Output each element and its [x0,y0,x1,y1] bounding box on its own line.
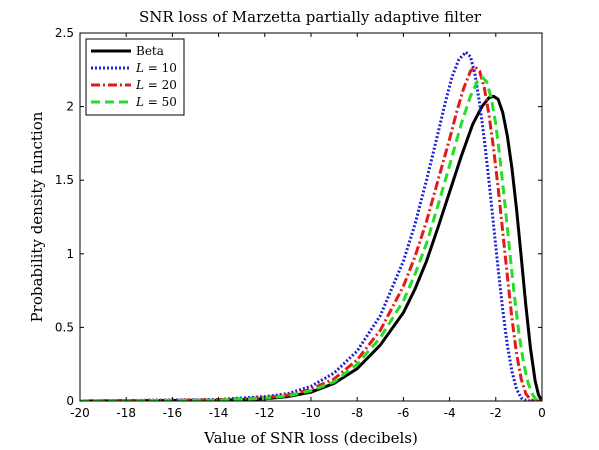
plot-area: -20 -18 -16 -14 -12 -10 -8 -6 -4 -2 0 00.511.522.5 [55,26,546,420]
x-tick-label: -6 [397,406,409,420]
y-tick-label: 2 [66,100,74,114]
legend-label-2: L = 20 [135,78,177,92]
x-tick-label: -18 [116,406,136,420]
series-line-0 [80,94,542,401]
x-axis-label: Value of SNR loss (decibels) [203,429,418,447]
x-tick-label: -4 [444,406,456,420]
y-tick-label: 1 [66,247,74,261]
series-line-1 [80,50,542,401]
x-tick-label: -16 [163,406,183,420]
y-axis-ticks: 0 0.5 1 1.5 2 2.5 [55,26,542,408]
x-tick-label: -8 [351,406,363,420]
x-tick-label: -20 [70,406,90,420]
x-tick-label: -12 [255,406,275,420]
x-axis-ticks: -20 -18 -16 -14 -12 -10 -8 -6 -4 -2 0 [70,33,546,420]
y-tick-label: 0 [66,394,74,408]
chart-title: SNR loss of Marzetta partially adaptive … [139,8,482,26]
series-line-2 [80,65,542,401]
series-layer [80,50,542,401]
y-tick-label: 1.5 [55,173,74,187]
x-tick-label: -14 [209,406,229,420]
x-tick-label: -10 [301,406,321,420]
x-tick-label: 0 [538,406,546,420]
y-tick-label: 0.5 [55,320,74,334]
legend: Beta L = 10 L = 20 L = 50 [85,38,185,116]
y-tick-label: 2.5 [55,26,74,40]
x-tick-label: -2 [490,406,502,420]
legend-label-3: L = 50 [135,95,177,109]
legend-label-0: Beta [136,44,164,58]
legend-label-1: L = 10 [135,61,177,75]
y-axis-label: Probability density function [28,111,46,322]
series-line-3 [80,75,542,401]
